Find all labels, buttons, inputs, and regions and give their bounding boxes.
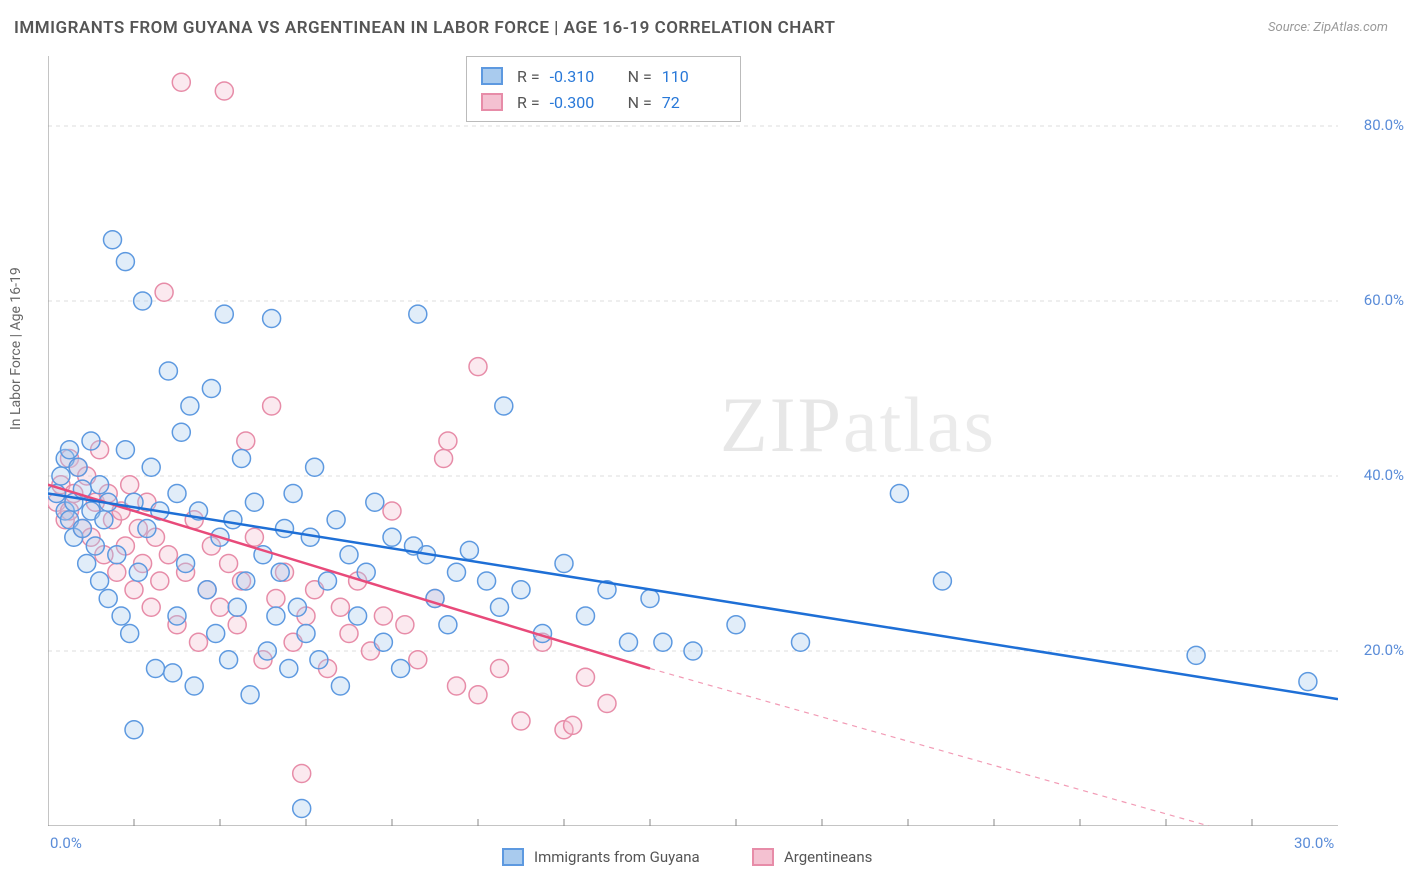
chart-title: IMMIGRANTS FROM GUYANA VS ARGENTINEAN IN… xyxy=(14,18,835,38)
r-label: R = xyxy=(517,67,540,86)
legend-bottom-guyana: Immigrants from Guyana xyxy=(502,848,700,866)
y-tick-label: 60.0% xyxy=(1344,291,1404,309)
y-tick-label: 40.0% xyxy=(1344,466,1404,484)
y-tick-label: 20.0% xyxy=(1344,641,1404,659)
x-tick-label: 30.0% xyxy=(1294,834,1334,852)
correlation-chart: IMMIGRANTS FROM GUYANA VS ARGENTINEAN IN… xyxy=(0,0,1406,892)
r-label: R = xyxy=(517,93,540,112)
x-tick-label: 0.0% xyxy=(50,834,82,852)
n-value-guyana: 110 xyxy=(662,67,726,86)
n-label: N = xyxy=(628,93,652,112)
r-value-guyana: -0.310 xyxy=(550,67,614,86)
swatch-guyana-bottom xyxy=(502,848,524,866)
plot-area xyxy=(48,56,1338,826)
legend-label-argentineans: Argentineans xyxy=(784,848,872,866)
legend-row-guyana: R = -0.310 N = 110 xyxy=(481,63,726,89)
swatch-guyana xyxy=(481,67,503,85)
legend-row-argentineans: R = -0.300 N = 72 xyxy=(481,89,726,115)
n-value-argentineans: 72 xyxy=(662,93,726,112)
source-attribution: Source: ZipAtlas.com xyxy=(1268,20,1388,35)
y-axis-label: In Labor Force | Age 16-19 xyxy=(8,267,24,430)
legend-label-guyana: Immigrants from Guyana xyxy=(534,848,700,866)
correlation-legend: R = -0.310 N = 110 R = -0.300 N = 72 xyxy=(466,56,741,122)
swatch-argentineans-bottom xyxy=(752,848,774,866)
r-value-argentineans: -0.300 xyxy=(550,93,614,112)
swatch-argentineans xyxy=(481,93,503,111)
legend-bottom-argentineans: Argentineans xyxy=(752,848,872,866)
n-label: N = xyxy=(628,67,652,86)
y-tick-label: 80.0% xyxy=(1344,116,1404,134)
